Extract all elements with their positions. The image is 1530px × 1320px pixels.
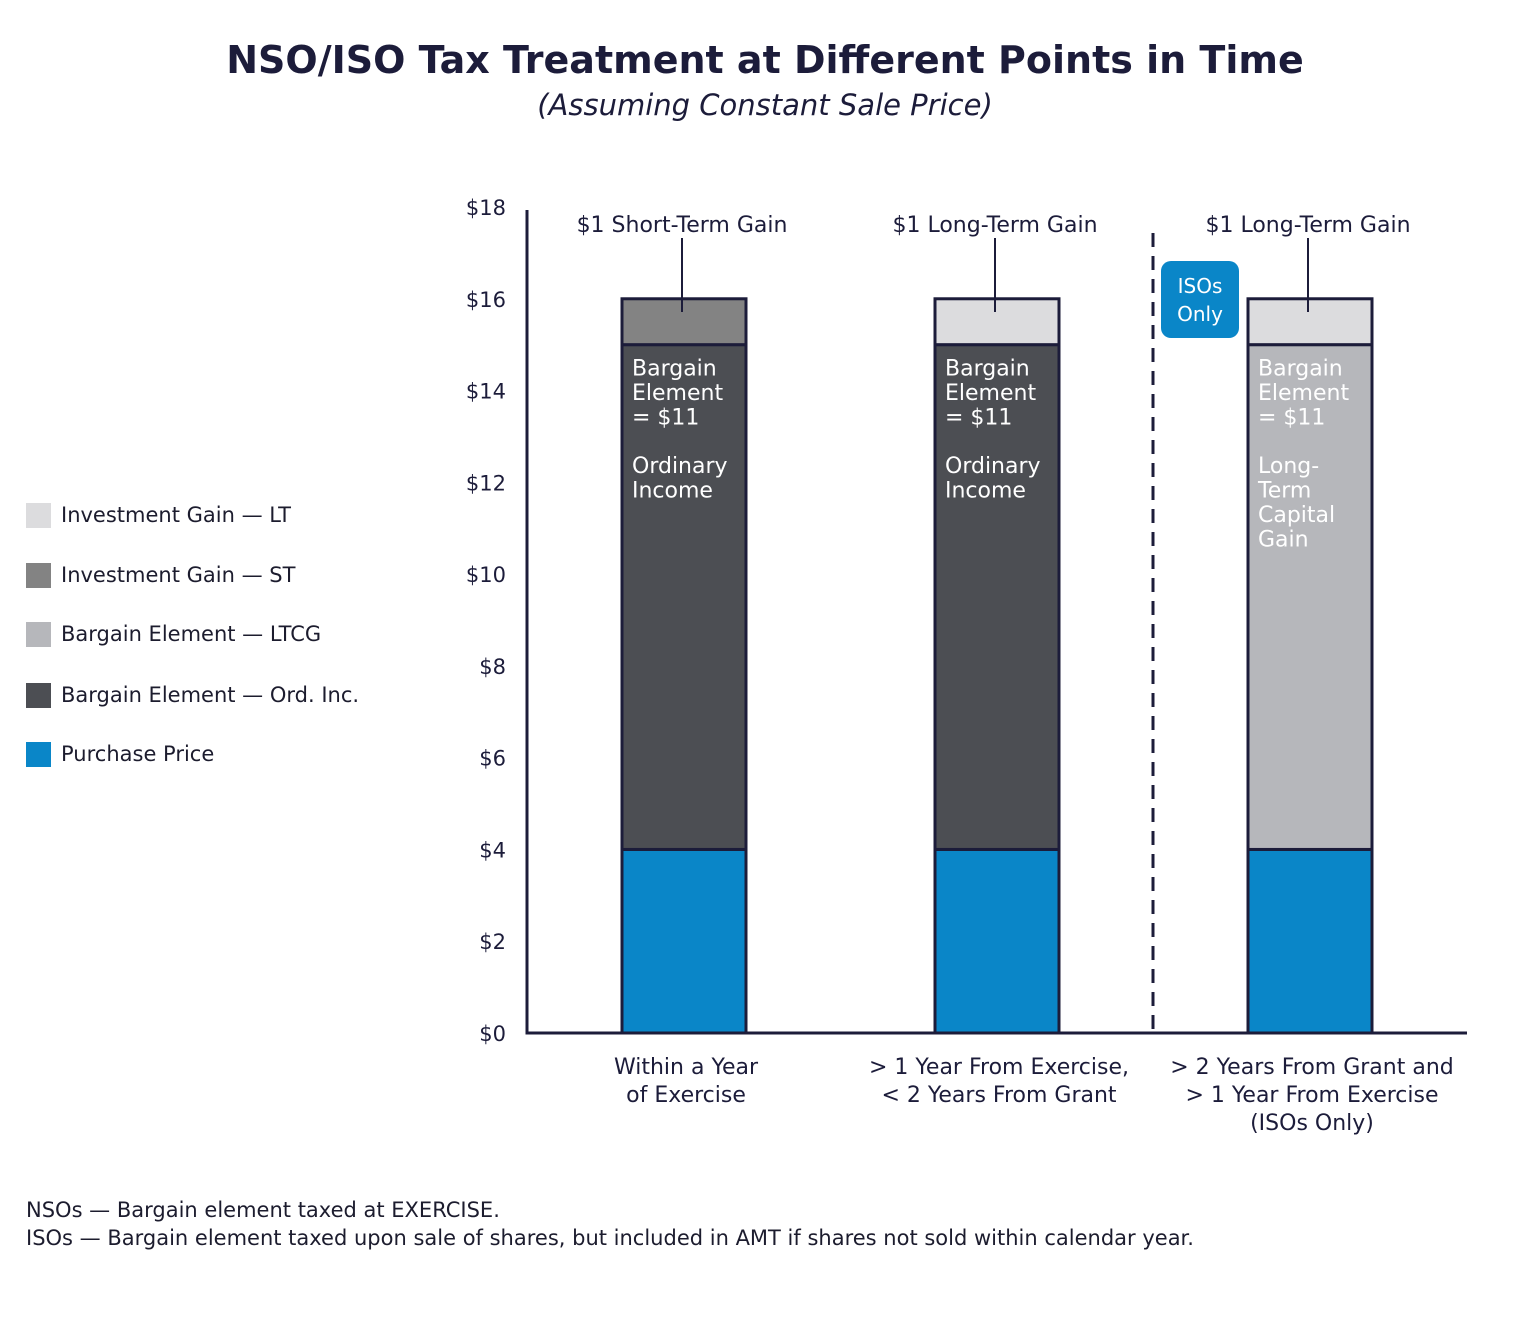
bar-annotation-line: Income (632, 479, 713, 504)
y-tick-label: $0 (479, 1022, 506, 1046)
footnotes: NSOs — Bargain element taxed at EXERCISE… (26, 1196, 1194, 1252)
bar-segment (620, 343, 748, 851)
bar-annotation-line: Ordinary (945, 454, 1041, 479)
x-category-label: Within a Year (614, 1055, 759, 1080)
bar-annotation-line: Bargain (1258, 357, 1343, 382)
bar-segment (933, 297, 1061, 347)
x-category-label: > 1 Year From Exercise, (869, 1055, 1129, 1080)
bar-segment (933, 847, 1061, 1035)
bar-annotation-line: Bargain (945, 357, 1030, 382)
x-category-label: of Exercise (626, 1083, 746, 1108)
chart-subtitle: (Assuming Constant Sale Price) (537, 88, 993, 122)
legend-swatch (26, 742, 51, 767)
badge-line: Only (1177, 301, 1223, 326)
x-category-label: (ISOs Only) (1250, 1111, 1374, 1136)
bar-annotation-line: Long- (1258, 454, 1319, 479)
bar-annotation-line: = $11 (632, 406, 699, 431)
chart-title: NSO/ISO Tax Treatment at Different Point… (226, 38, 1304, 82)
footnote-iso: ISOs — Bargain element taxed upon sale o… (26, 1226, 1194, 1250)
bar-annotation-line: Bargain (632, 357, 717, 382)
top-callout-label: $1 Long-Term Gain (892, 213, 1097, 238)
y-tick-label: $8 (479, 655, 506, 679)
bar-annotation-line: Element (945, 381, 1036, 406)
bar-annotation-line: = $11 (1258, 406, 1325, 431)
legend-label: Purchase Price (61, 742, 215, 766)
legend-swatch (26, 503, 51, 528)
y-tick-label: $2 (479, 930, 506, 954)
bar-annotation-line: Term (1257, 479, 1311, 504)
top-callout-label: $1 Short-Term Gain (577, 213, 788, 238)
y-tick-label: $4 (479, 838, 506, 862)
bar-segment (620, 297, 748, 347)
top-callout-label: $1 Long-Term Gain (1205, 213, 1410, 238)
isos-only-badge: ISOs Only (1161, 261, 1239, 338)
y-tick-label: $6 (479, 747, 506, 771)
bar-annotation-line: Income (945, 479, 1026, 504)
x-category-label: > 1 Year From Exercise (1185, 1083, 1438, 1108)
footnote-nso: NSOs — Bargain element taxed at EXERCISE… (26, 1198, 500, 1222)
bar-annotation-line: Gain (1258, 528, 1309, 553)
bar-segment (1246, 847, 1374, 1035)
bar-annotation-line: Element (632, 381, 723, 406)
bar-segment (1246, 297, 1374, 347)
legend-label: Investment Gain — ST (61, 563, 296, 587)
legend-swatch (26, 683, 51, 708)
legend-swatch (26, 563, 51, 588)
y-tick-label: $10 (466, 563, 506, 587)
bar-annotation-line: Capital (1258, 503, 1335, 528)
y-tick-label: $12 (466, 471, 506, 495)
x-category-label: < 2 Years From Grant (881, 1083, 1116, 1108)
bar-segment (933, 343, 1061, 851)
x-category-label: > 2 Years From Grant and (1170, 1055, 1453, 1080)
legend-label: Bargain Element — Ord. Inc. (61, 683, 360, 707)
bar-annotation-line: = $11 (945, 406, 1012, 431)
legend-label: Bargain Element — LTCG (61, 622, 322, 646)
y-tick-label: $16 (466, 288, 506, 312)
legend-swatch (26, 622, 51, 647)
bar-segment (620, 847, 748, 1035)
y-tick-label: $14 (466, 380, 506, 404)
legend-label: Investment Gain — LT (61, 503, 291, 527)
bar-annotation-line: Element (1258, 381, 1349, 406)
badge-line: ISOs (1177, 273, 1223, 298)
y-tick-label: $18 (466, 196, 506, 220)
bar-annotation-line: Ordinary (632, 454, 728, 479)
